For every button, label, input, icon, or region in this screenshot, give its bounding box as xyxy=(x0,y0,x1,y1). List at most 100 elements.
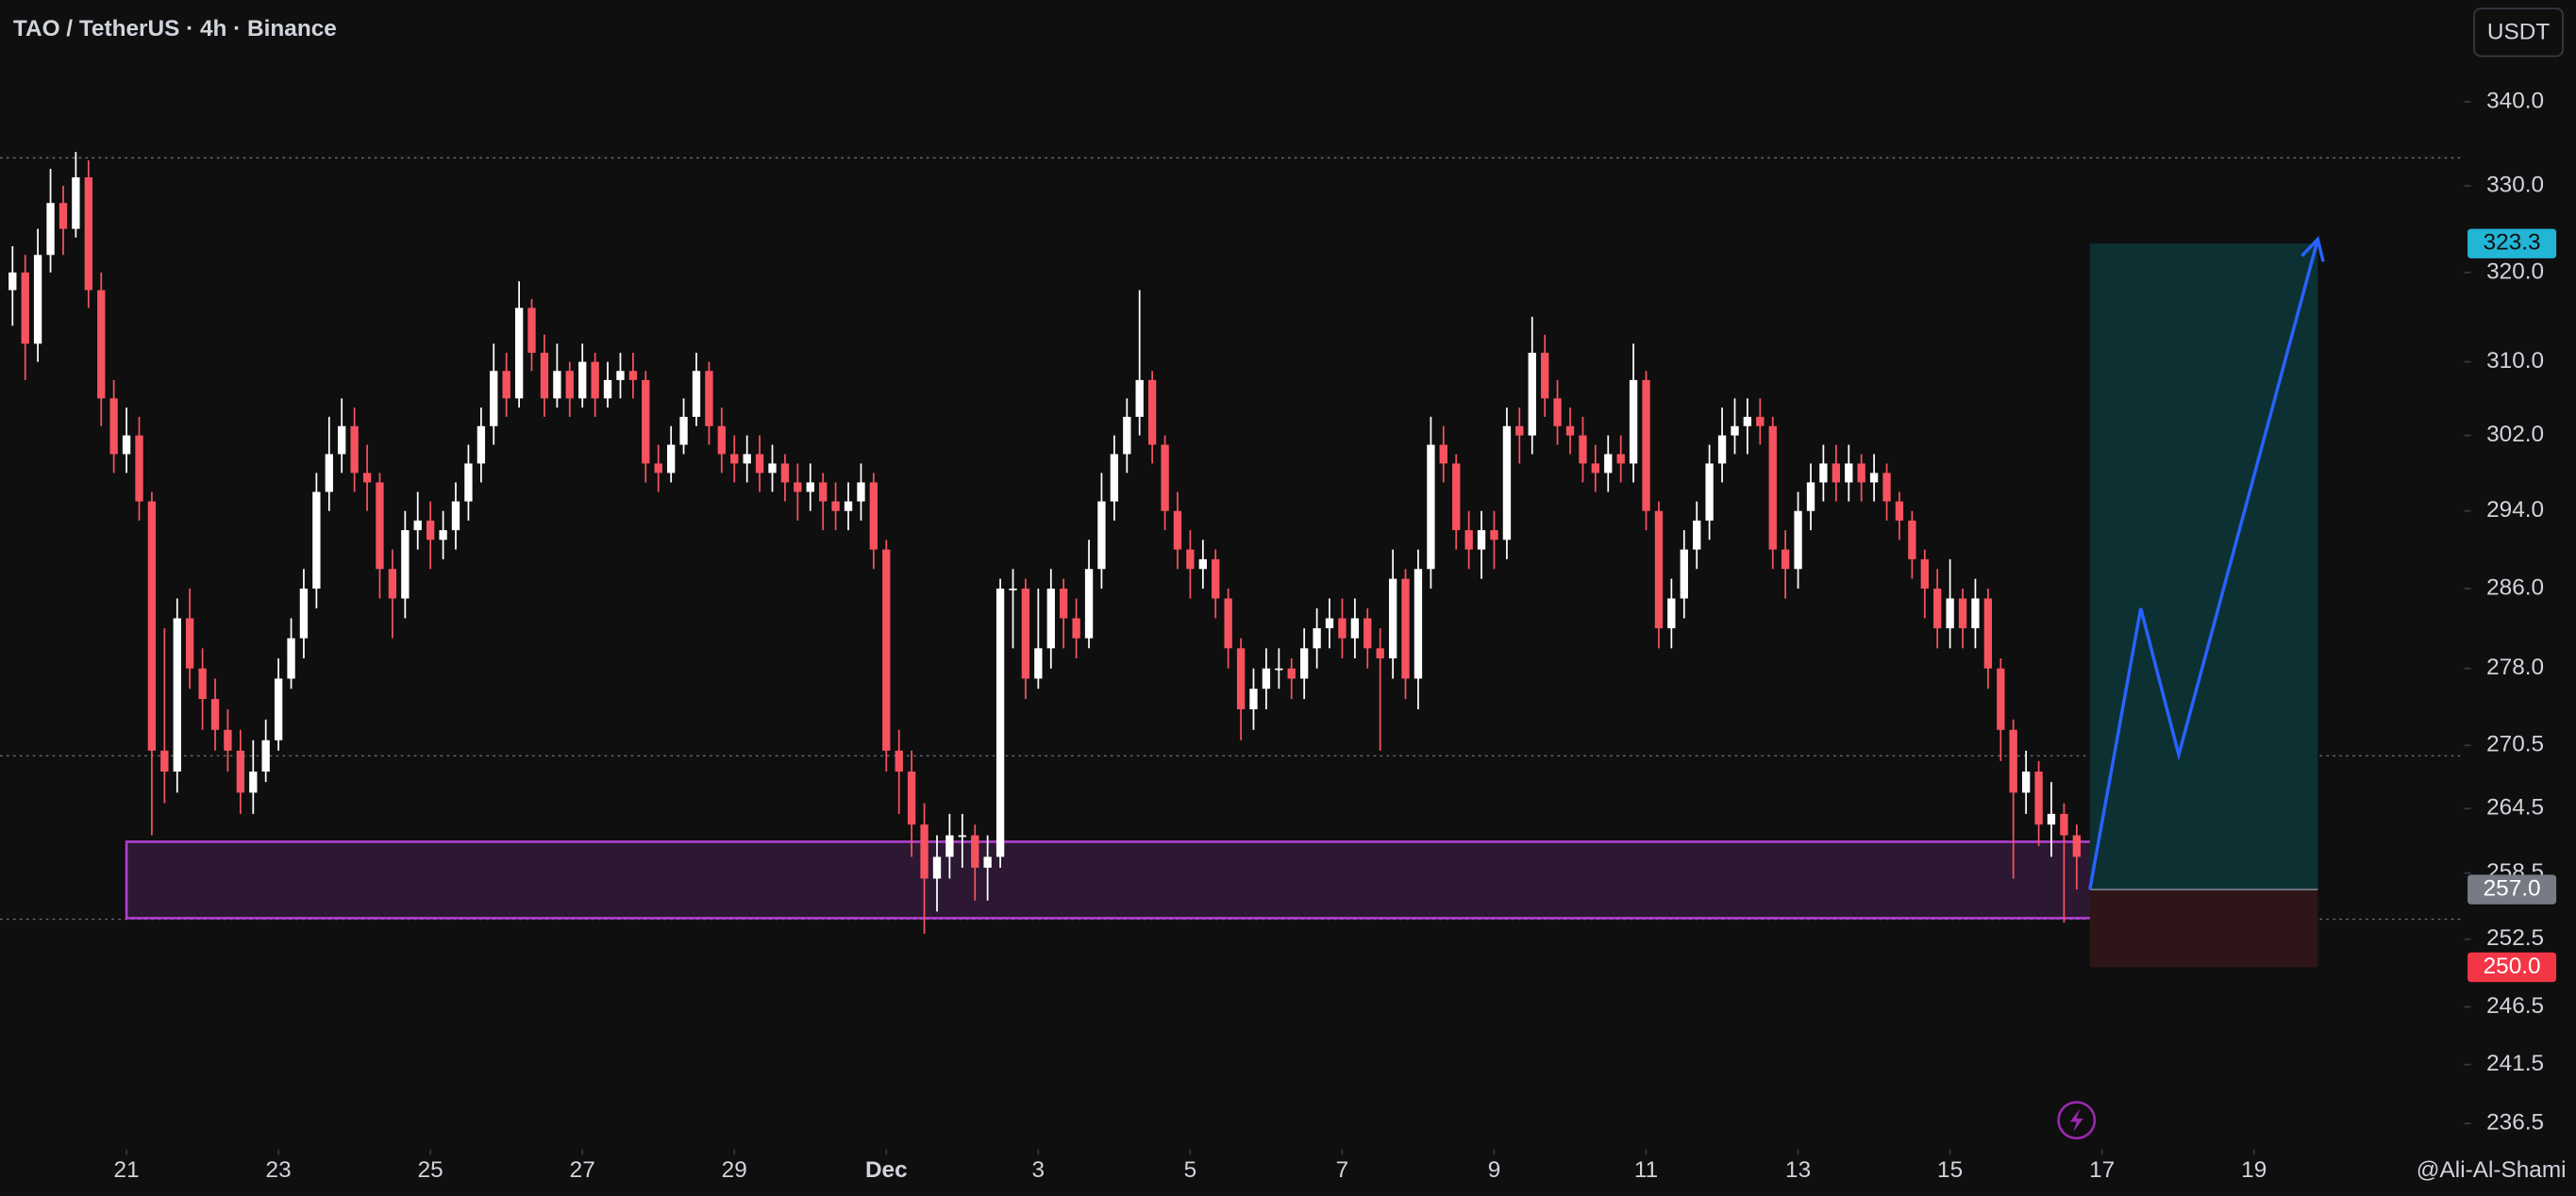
y-tick-label: 264.5 xyxy=(2486,795,2544,821)
candle-body xyxy=(2060,813,2068,836)
candle-body xyxy=(1756,416,1765,426)
y-tick-label: 320.0 xyxy=(2486,258,2544,284)
currency-button[interactable] xyxy=(2473,8,2564,58)
candle-body xyxy=(1173,510,1182,550)
candle-body xyxy=(1325,618,1334,629)
candle-body xyxy=(1413,569,1423,679)
candle-body xyxy=(439,530,447,540)
x-tick-label: 29 xyxy=(722,1157,747,1183)
candle-body xyxy=(1198,558,1208,570)
candle-body xyxy=(920,824,928,879)
candle-body xyxy=(971,835,979,868)
candle-body xyxy=(1819,463,1828,483)
candle-body xyxy=(540,353,549,399)
candle-body xyxy=(1553,398,1562,426)
candle-body xyxy=(1908,520,1916,559)
x-tick-label: 15 xyxy=(1937,1157,1963,1183)
candle-body xyxy=(147,501,157,751)
candle-body xyxy=(1186,549,1195,570)
candle-body xyxy=(1236,648,1246,709)
x-tick-label: 27 xyxy=(570,1157,595,1183)
candle-body xyxy=(477,425,486,464)
candle-body xyxy=(109,398,118,455)
candle-body xyxy=(1591,463,1599,473)
candle-body xyxy=(667,444,676,473)
candle-body xyxy=(831,501,840,511)
alert-bolt[interactable] xyxy=(2069,1108,2083,1132)
candle-body xyxy=(249,772,258,793)
candle-body xyxy=(616,371,625,380)
candle-body xyxy=(730,454,739,464)
x-tick-label: 21 xyxy=(114,1157,140,1183)
candle-body xyxy=(1768,425,1777,550)
candle-body xyxy=(1034,648,1043,679)
candle-body xyxy=(413,520,422,531)
candle-body xyxy=(591,361,599,399)
candle-body xyxy=(362,473,372,483)
candle-body xyxy=(1882,473,1891,502)
candle-body xyxy=(578,361,587,399)
candle-body xyxy=(1579,435,1587,464)
candle-body xyxy=(1693,520,1701,550)
candle-body xyxy=(1338,618,1347,639)
candle-body xyxy=(755,454,764,473)
candle-body xyxy=(654,463,662,473)
candle-body xyxy=(1427,444,1435,570)
candle-body xyxy=(882,549,891,751)
candle-body xyxy=(274,678,283,740)
candle-body xyxy=(1084,569,1094,639)
candle-body xyxy=(1895,501,1904,521)
candle-body xyxy=(1046,589,1055,649)
alert-icon[interactable] xyxy=(2057,1101,2097,1140)
candle-body xyxy=(1997,668,2005,730)
candle-body xyxy=(1161,444,1169,511)
candle-body xyxy=(97,290,106,399)
candle-body xyxy=(958,835,966,838)
candle-body xyxy=(1072,618,1080,639)
alert-circle[interactable] xyxy=(2057,1101,2097,1140)
y-tick-label: 286.0 xyxy=(2486,574,2544,600)
candle-body xyxy=(135,435,143,502)
candle-body xyxy=(2034,772,2043,825)
candle-body xyxy=(780,463,790,483)
candle-body xyxy=(72,177,80,229)
candle-body xyxy=(1680,549,1688,599)
candle-body xyxy=(2047,813,2056,825)
candle-body xyxy=(705,371,713,426)
price-tag xyxy=(2467,952,2557,983)
candle-body xyxy=(1629,379,1638,464)
candle-body xyxy=(1616,454,1625,464)
x-tick-label: 25 xyxy=(418,1157,443,1183)
candle-body xyxy=(1262,668,1271,689)
x-tick-label: 3 xyxy=(1032,1157,1045,1183)
candle-body xyxy=(1857,463,1865,483)
candle-body xyxy=(1781,549,1790,570)
x-tick-label: 7 xyxy=(1336,1157,1349,1183)
candle-body xyxy=(995,589,1005,857)
candle-body xyxy=(1363,618,1372,649)
candle-body xyxy=(1604,454,1613,473)
candle-body xyxy=(743,454,751,464)
candle-body xyxy=(806,482,814,492)
x-tick-label: 23 xyxy=(266,1157,292,1183)
candle-body xyxy=(1021,589,1030,679)
candle-body xyxy=(1300,648,1309,679)
candle-body xyxy=(173,618,181,772)
candle-body xyxy=(46,203,55,256)
candle-body xyxy=(261,739,270,772)
currency-label[interactable]: USDT xyxy=(2487,20,2550,45)
candle-body xyxy=(907,772,916,825)
candle-body xyxy=(1717,435,1727,464)
target-area xyxy=(2089,243,2318,890)
candle-body xyxy=(1401,578,1410,679)
candle-body xyxy=(84,177,92,291)
watermark: @Ali-Al-Shami xyxy=(2417,1157,2567,1183)
candle-body xyxy=(21,272,29,344)
projection-arrowhead xyxy=(2300,236,2325,262)
candle-body xyxy=(1541,353,1549,399)
candle-body xyxy=(1110,454,1119,502)
candle-body xyxy=(1452,463,1461,531)
candle-body xyxy=(198,668,207,700)
candle-body xyxy=(1933,589,1942,629)
